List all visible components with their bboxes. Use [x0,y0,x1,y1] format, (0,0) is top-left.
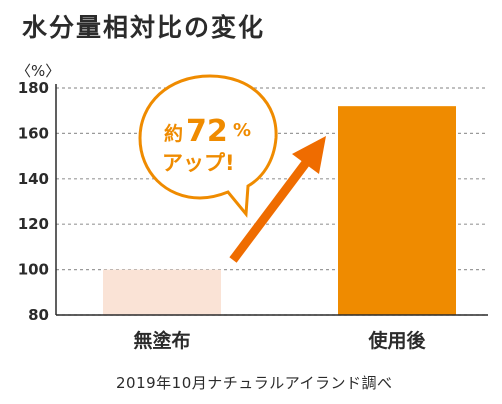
category-label: 使用後 [367,329,426,352]
bubble-outline [138,74,278,218]
source-note: 2019年10月ナチュラルアイランド調べ [116,374,393,392]
y-tick-label: 180 [18,79,49,97]
callout-percent: % [233,120,251,141]
callout-value: 72 [186,114,228,149]
increase-arrow [229,136,326,263]
callout-line2: アップ! [162,151,235,175]
arrow-shaft [229,157,312,263]
category-labels: 無塗布 使用後 [133,329,426,352]
bars [56,106,488,316]
category-label: 無塗布 [133,329,190,352]
y-tick-label: 80 [28,306,49,324]
arrow-head [292,136,326,174]
y-tick-label: 160 [18,124,49,142]
y-tick-label: 120 [18,215,49,233]
y-axis-unit: 〈%〉 [16,62,61,80]
y-tick-label: 100 [18,261,49,279]
bar-2 [338,106,456,315]
callout-bubble: 約 72 % アップ! [138,74,278,218]
y-tick-labels: 80 100 120 140 160 180 [18,79,49,324]
callout-prefix: 約 [164,122,183,145]
chart-title: 水分量相対比の変化 [22,13,266,42]
y-tick-label: 140 [18,170,49,188]
bar-1 [103,269,221,315]
